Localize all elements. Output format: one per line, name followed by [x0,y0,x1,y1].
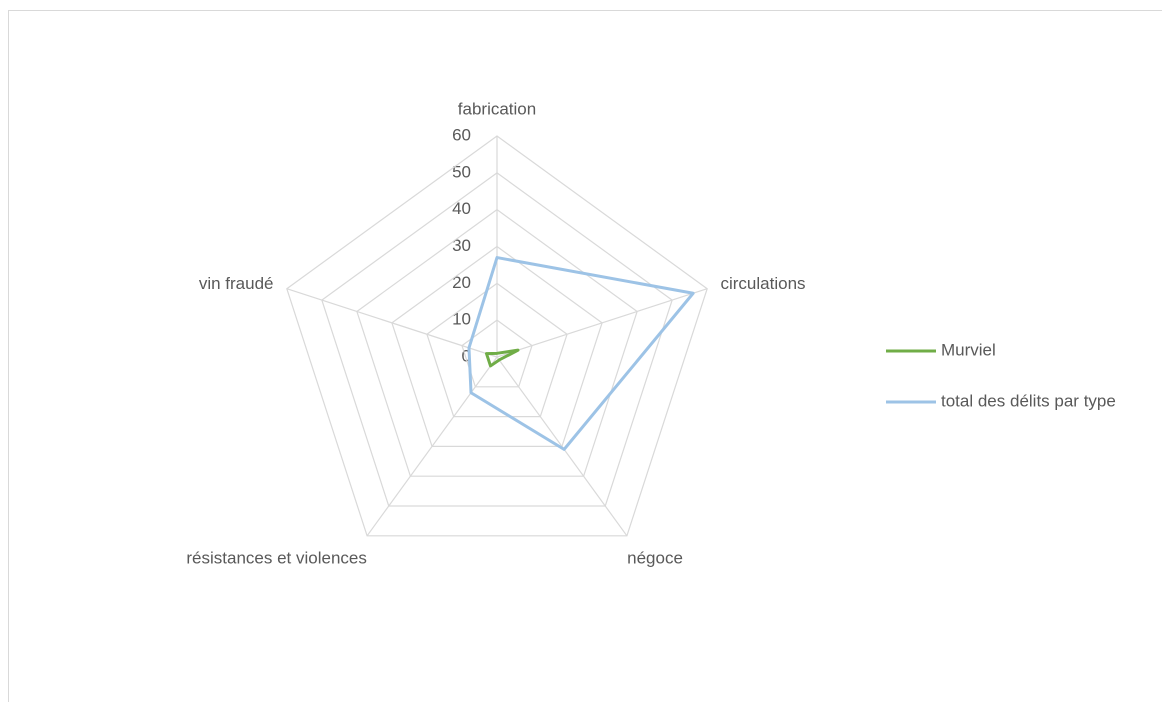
category-label: négoce [627,549,683,568]
category-label: circulations [720,274,805,293]
r-tick-label: 60 [452,125,471,144]
category-label: vin fraudé [199,274,274,293]
r-tick-label: 20 [452,273,471,292]
r-tick-label: 10 [452,310,471,329]
r-tick-label: 30 [452,236,471,255]
legend-label: total des délits par type [941,391,1116,410]
r-tick-label: 40 [452,199,471,218]
r-tick-label: 50 [452,162,471,181]
spoke [497,289,707,357]
category-label: résistances et violences [186,549,366,568]
legend-label: Murviel [941,340,996,359]
category-label: fabrication [458,99,536,118]
